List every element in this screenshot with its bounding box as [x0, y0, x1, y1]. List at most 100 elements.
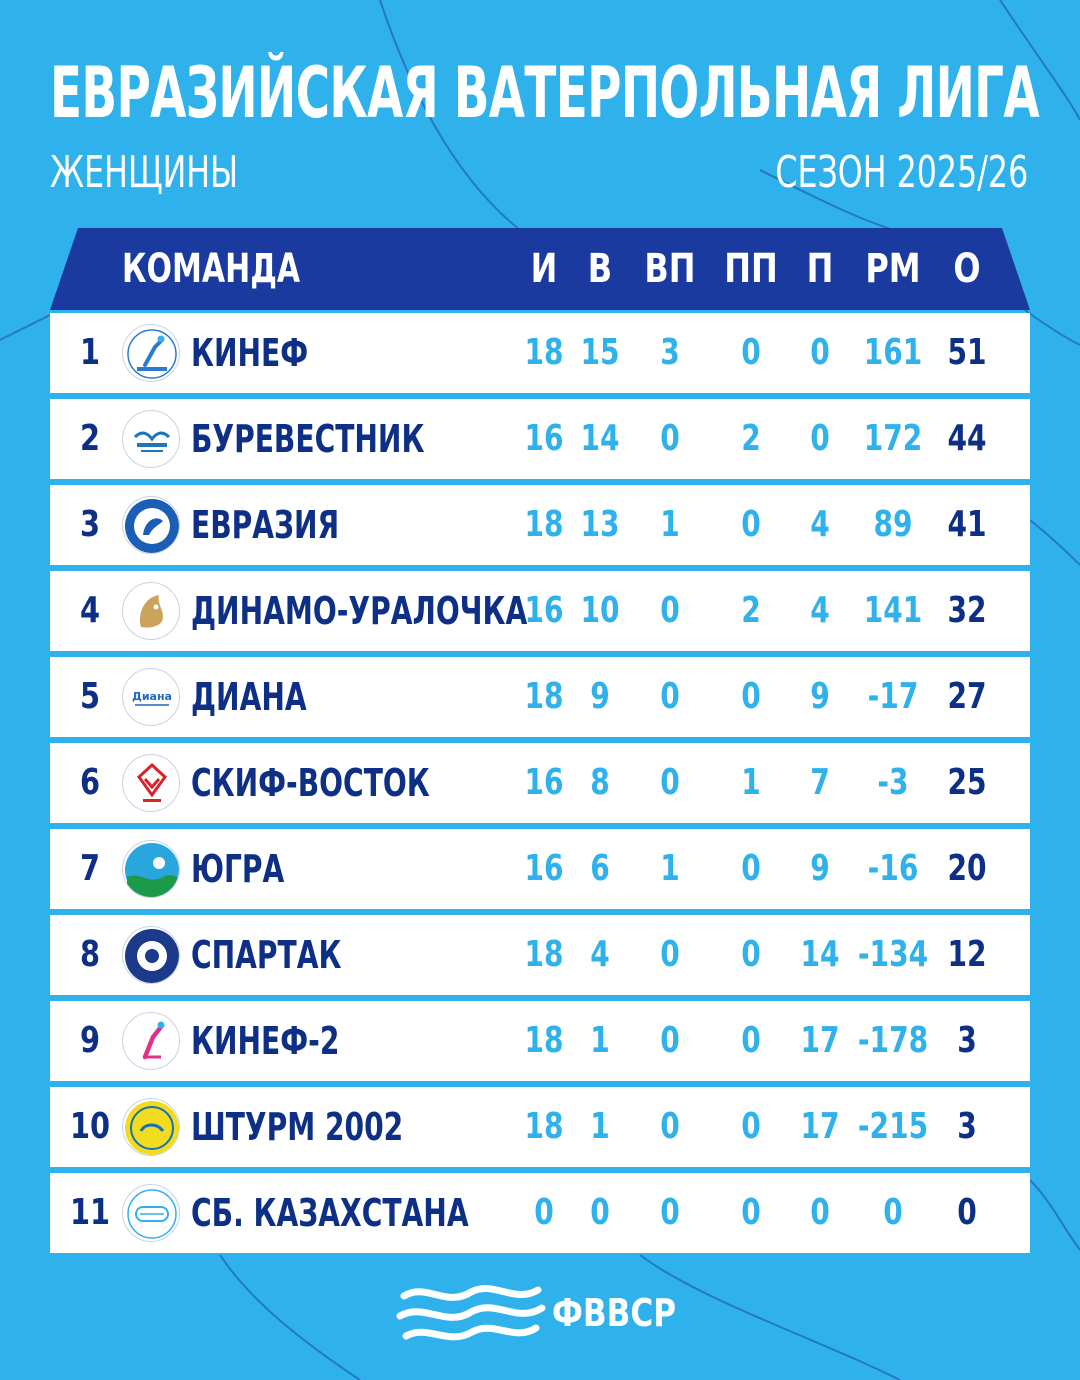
table-header-shape [50, 228, 1030, 310]
games-cell: 18 [524, 934, 564, 975]
table-row: 5 Диана ДИАНА 18 9 0 0 9 -17 27 [50, 657, 1030, 737]
ot-losses-cell: 0 [741, 332, 761, 373]
losses-cell: 17 [800, 1020, 840, 1061]
losses-cell: 4 [810, 504, 830, 545]
wins-cell: 8 [590, 762, 610, 803]
column-header-ot-losses: ПП [724, 246, 778, 292]
team-name: ЕВРАЗИЯ [191, 503, 340, 547]
ot-losses-cell: 0 [741, 676, 761, 717]
footer-brand: ФВВСР [396, 1278, 696, 1348]
rank-cell: 9 [79, 1020, 101, 1061]
games-cell: 18 [524, 1020, 564, 1061]
team-name: СКИФ-ВОСТОК [191, 761, 430, 805]
ot-losses-cell: 0 [741, 1106, 761, 1147]
evrazia-logo [122, 496, 180, 554]
ot-wins-cell: 0 [660, 590, 680, 631]
points-cell: 12 [947, 934, 987, 975]
column-header-games: И [530, 246, 558, 292]
ot-losses-cell: 2 [741, 590, 761, 631]
spartak-logo [122, 926, 180, 984]
team-name: ДИНАМО-УРАЛОЧКА [191, 589, 528, 633]
losses-cell: 14 [800, 934, 840, 975]
goal-diff-cell: 0 [883, 1192, 903, 1233]
losses-cell: 17 [800, 1106, 840, 1147]
page-title: ЕВРАЗИЙСКАЯ ВАТЕРПОЛЬНАЯ ЛИГА [50, 52, 1040, 134]
wins-cell: 10 [580, 590, 620, 631]
table-row: 9 КИНЕФ-2 18 1 0 0 17 -178 3 [50, 1001, 1030, 1081]
ot-wins-cell: 0 [660, 1106, 680, 1147]
goal-diff-cell: -17 [867, 676, 919, 717]
games-cell: 18 [524, 676, 564, 717]
points-cell: 27 [947, 676, 987, 717]
ot-wins-cell: 0 [660, 934, 680, 975]
team-name: КИНЕФ-2 [191, 1019, 340, 1063]
qazaq-aquatics-logo [122, 1184, 180, 1242]
table-row: 6 СКИФ-ВОСТОК 16 8 0 1 7 -3 25 [50, 743, 1030, 823]
games-cell: 16 [524, 762, 564, 803]
rank-cell: 8 [79, 934, 101, 975]
points-cell: 44 [947, 418, 987, 459]
losses-cell: 4 [810, 590, 830, 631]
goal-diff-cell: 172 [863, 418, 923, 459]
season-label: СЕЗОН 2025/26 [775, 147, 1028, 198]
ot-losses-cell: 0 [741, 1192, 761, 1233]
rank-cell: 7 [79, 848, 101, 889]
points-cell: 41 [947, 504, 987, 545]
team-name: ЮГРА [191, 847, 285, 891]
ot-wins-cell: 0 [660, 676, 680, 717]
category-label: ЖЕНЩИНЫ [50, 147, 239, 198]
kinef-logo [122, 324, 180, 382]
rank-cell: 6 [79, 762, 101, 803]
goal-diff-cell: -178 [857, 1020, 929, 1061]
waves-icon [396, 1285, 546, 1341]
games-cell: 18 [524, 504, 564, 545]
ot-wins-cell: 3 [660, 332, 680, 373]
table-row: 4 ДИНАМО-УРАЛОЧКА 16 10 0 2 4 141 32 [50, 571, 1030, 651]
wins-cell: 1 [590, 1106, 610, 1147]
rank-cell: 10 [69, 1106, 111, 1147]
losses-cell: 0 [810, 332, 830, 373]
games-cell: 16 [524, 590, 564, 631]
column-header-losses: П [806, 246, 834, 292]
wins-cell: 1 [590, 1020, 610, 1061]
table-row: 7 ЮГРА 16 6 1 0 9 -16 20 [50, 829, 1030, 909]
losses-cell: 0 [810, 418, 830, 459]
rank-cell: 3 [79, 504, 101, 545]
table-row: 8 СПАРТАК 18 4 0 0 14 -134 12 [50, 915, 1030, 995]
rank-cell: 11 [69, 1192, 111, 1233]
ot-losses-cell: 0 [741, 848, 761, 889]
column-header-wins: В [587, 246, 613, 292]
games-cell: 18 [524, 332, 564, 373]
points-cell: 3 [957, 1020, 977, 1061]
wins-cell: 13 [580, 504, 620, 545]
team-name: ШТУРМ 2002 [191, 1105, 404, 1149]
column-header-ot-wins: ВП [644, 246, 696, 292]
team-name: СПАРТАК [191, 933, 342, 977]
yugra-logo [122, 840, 180, 898]
column-header-goal-diff: РМ [865, 246, 921, 292]
losses-cell: 7 [810, 762, 830, 803]
wins-cell: 15 [580, 332, 620, 373]
wins-cell: 4 [590, 934, 610, 975]
rank-cell: 1 [79, 332, 101, 373]
losses-cell: 0 [810, 1192, 830, 1233]
diana-logo: Диана [122, 668, 180, 726]
skif-vostok-logo [122, 754, 180, 812]
goal-diff-cell: 141 [863, 590, 923, 631]
ot-wins-cell: 1 [660, 504, 680, 545]
games-cell: 16 [524, 848, 564, 889]
rank-cell: 5 [79, 676, 101, 717]
points-cell: 25 [947, 762, 987, 803]
team-name: КИНЕФ [191, 331, 309, 375]
column-header-points: О [953, 246, 981, 292]
goal-diff-cell: 89 [873, 504, 913, 545]
rank-cell: 2 [79, 418, 101, 459]
goal-diff-cell: 161 [863, 332, 923, 373]
wins-cell: 9 [590, 676, 610, 717]
points-cell: 3 [957, 1106, 977, 1147]
ot-wins-cell: 0 [660, 1192, 680, 1233]
dinamo-uralochka-logo [122, 582, 180, 640]
kinef-2-logo [122, 1012, 180, 1070]
shturm-2002-logo [122, 1098, 180, 1156]
goal-diff-cell: -215 [857, 1106, 929, 1147]
